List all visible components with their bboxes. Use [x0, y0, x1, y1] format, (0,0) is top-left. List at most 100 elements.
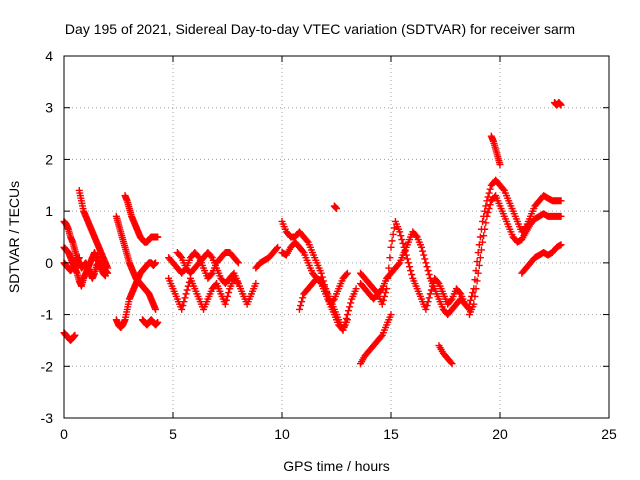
- data-point: [485, 189, 493, 197]
- series-trace-T: [356, 311, 395, 368]
- data-point: [397, 232, 405, 240]
- data-point: [385, 264, 393, 272]
- x-tick-label: 5: [169, 426, 177, 442]
- data-point: [234, 259, 242, 267]
- data-point: [420, 251, 428, 259]
- data-point: [482, 219, 490, 227]
- series-trace-E: [75, 186, 112, 272]
- y-tick-label: 1: [45, 203, 53, 219]
- data-point: [469, 289, 477, 297]
- data-point: [423, 302, 431, 310]
- plot-frame: [63, 55, 610, 419]
- data-point: [395, 260, 403, 268]
- series-trace-U: [435, 342, 456, 368]
- series-trace-S: [356, 228, 473, 319]
- data-point: [396, 228, 404, 236]
- data-point: [477, 246, 485, 254]
- data-point: [403, 255, 411, 263]
- y-tick-label: -3: [41, 410, 54, 426]
- data-point: [342, 314, 350, 322]
- data-point: [557, 212, 565, 220]
- data-point: [499, 185, 507, 193]
- data-point: [399, 239, 407, 247]
- data-point: [425, 294, 433, 302]
- data-point: [475, 261, 483, 269]
- data-point: [207, 252, 215, 260]
- data-point: [447, 296, 455, 304]
- x-tick-label: 15: [383, 426, 399, 442]
- y-tick-label: 3: [45, 100, 53, 116]
- data-point: [317, 269, 325, 277]
- data-point: [557, 101, 565, 109]
- data-point: [225, 289, 233, 297]
- data-point: [425, 270, 433, 278]
- data-point: [343, 269, 351, 277]
- data-point: [181, 294, 189, 302]
- data-point: [473, 277, 481, 285]
- data-point: [154, 233, 162, 241]
- data-point: [389, 230, 397, 238]
- data-point: [456, 289, 464, 297]
- data-point: [352, 285, 360, 293]
- data-point: [422, 305, 430, 313]
- data-point: [222, 296, 230, 304]
- data-point: [224, 292, 231, 300]
- data-point: [398, 236, 406, 244]
- data-point: [434, 278, 442, 286]
- data-point: [484, 208, 492, 216]
- data-point: [479, 238, 487, 246]
- data-point: [342, 270, 350, 278]
- data-point: [404, 259, 412, 267]
- data-point: [344, 307, 352, 315]
- data-point: [412, 232, 420, 240]
- data-point: [299, 294, 307, 302]
- data-point: [182, 290, 190, 298]
- series-trace-D: [60, 329, 79, 344]
- data-point: [496, 161, 504, 169]
- data-point: [422, 259, 430, 267]
- data-point: [407, 267, 415, 275]
- series-trace-P: [295, 274, 360, 334]
- series-trace-H: [121, 192, 162, 246]
- series-trace-Q: [330, 202, 340, 213]
- data-point: [298, 298, 306, 306]
- data-point: [194, 252, 202, 260]
- data-point: [387, 311, 395, 319]
- data-point: [474, 269, 482, 277]
- data-point: [476, 254, 484, 262]
- data-point: [557, 241, 565, 249]
- data-point: [154, 318, 162, 326]
- data-point: [233, 258, 241, 266]
- data-point: [340, 322, 348, 330]
- data-point: [378, 300, 386, 308]
- x-tick-label: 25: [601, 426, 617, 442]
- series-trace-L: [173, 249, 260, 308]
- data-point: [426, 290, 434, 298]
- data-point: [339, 326, 347, 334]
- data-point: [483, 212, 491, 220]
- data-point: [299, 247, 307, 255]
- data-point: [180, 298, 188, 306]
- data-point: [152, 305, 160, 313]
- data-point: [480, 232, 488, 240]
- data-point: [101, 272, 109, 280]
- data-point: [418, 243, 426, 251]
- series-trace-Y: [518, 241, 565, 277]
- data-point: [447, 358, 455, 366]
- data-point: [406, 263, 414, 271]
- data-point: [343, 311, 351, 319]
- data-point: [424, 298, 432, 306]
- data-point: [183, 286, 191, 294]
- data-point: [303, 237, 311, 245]
- series-trace-G: [112, 259, 160, 331]
- data-point: [179, 302, 187, 310]
- data-point: [419, 247, 427, 255]
- series-trace-K: [165, 274, 242, 313]
- data-point: [387, 243, 395, 251]
- data-point: [152, 259, 160, 267]
- data-point: [408, 270, 416, 278]
- data-point: [207, 270, 215, 278]
- data-point: [476, 233, 484, 241]
- series-trace-I: [138, 316, 162, 329]
- series-trace-J: [165, 249, 242, 282]
